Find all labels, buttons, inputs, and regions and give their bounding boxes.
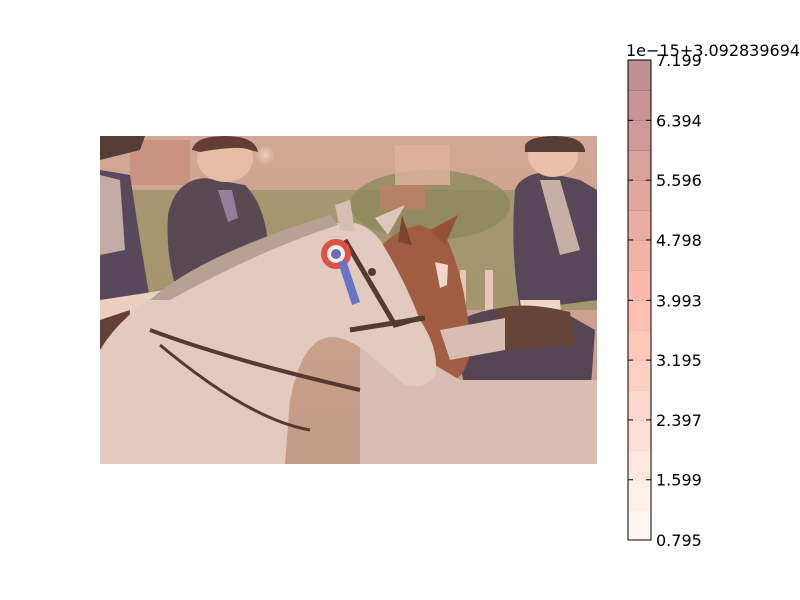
colorbar-tick-label: 6.394	[656, 111, 702, 130]
colorbar-tick-label: 1.599	[656, 471, 702, 490]
colorbar-band	[628, 150, 651, 181]
colorbar-tick-label: 2.397	[656, 411, 702, 430]
colorbar-offset-label: 1e−15+3.092839694	[626, 41, 800, 60]
colorbar-ticks: 0.795 1.599 2.397 3.195 3.993 4.798 5.596 6.394…	[628, 51, 702, 550]
colorbar-band	[628, 360, 651, 391]
colorbar-band	[628, 240, 651, 271]
colorbar-tick-label: 7.199	[656, 51, 702, 70]
colorbar-band	[628, 180, 651, 211]
colorbar-tick-label: 5.596	[656, 171, 702, 190]
colorbar-band	[628, 390, 651, 421]
colorbar-band	[628, 450, 651, 481]
colorbar-band	[628, 420, 651, 451]
colorbar-band	[628, 480, 651, 511]
colorbar-band	[628, 300, 651, 331]
colorbar-band	[628, 60, 651, 91]
colorbar-band	[628, 90, 651, 121]
colorbar-band	[628, 210, 651, 241]
colorbar-band	[628, 330, 651, 361]
colorbar-tick-label: 3.195	[656, 351, 702, 370]
colorbar-band	[628, 510, 651, 541]
colorbar-band	[628, 270, 651, 301]
colorbar-tick-label: 3.993	[656, 291, 702, 310]
colorbar: 0.795 1.599 2.397 3.195 3.993 4.798 5.596 6.394…	[626, 41, 800, 550]
colorbar-bands	[628, 60, 651, 541]
colorbar-band	[628, 120, 651, 151]
colorbar-tick-label: 0.795	[656, 531, 702, 550]
colorbar-tick-label: 4.798	[656, 231, 702, 250]
photo-image	[100, 136, 597, 464]
